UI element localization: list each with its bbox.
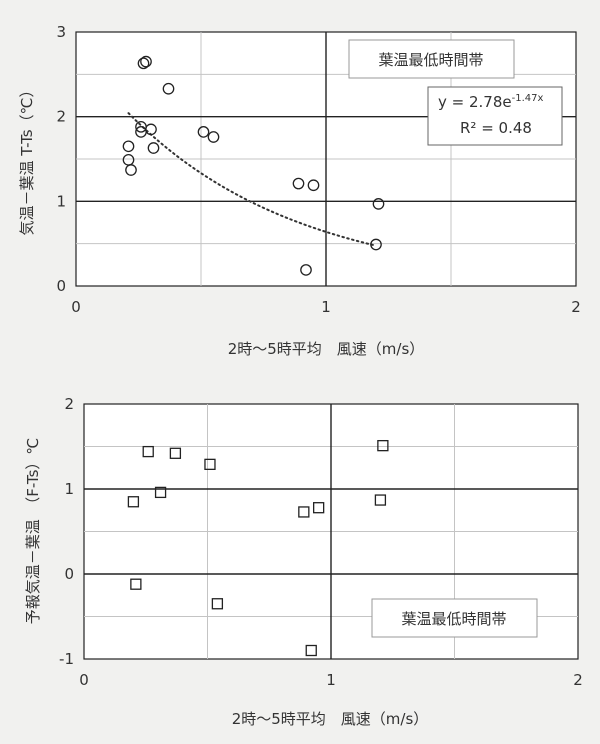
equation-exponent: -1.47x bbox=[512, 93, 544, 104]
y-tick-label: 3 bbox=[56, 23, 66, 41]
data-point bbox=[372, 198, 385, 210]
data-point bbox=[292, 177, 305, 190]
points-top bbox=[122, 55, 385, 276]
data-point bbox=[300, 264, 312, 276]
data-point bbox=[197, 126, 210, 138]
data-point bbox=[211, 598, 224, 610]
chart-bottom-wind-vs-forecast-diff: 2 1 0 -1 0 1 2 葉温最低時間帯 2時～5時平均 風速（m/s） 予報気温－葉… bbox=[24, 395, 583, 728]
trendline-top bbox=[127, 112, 377, 247]
chart-top-wind-vs-temp-diff: 0 1 2 3 0 1 2 葉温最低時間帯 y = 2.78e-1.47x R² = 0.… bbox=[18, 23, 581, 358]
data-point bbox=[154, 486, 167, 499]
data-point bbox=[204, 458, 216, 471]
data-point bbox=[122, 140, 135, 153]
data-point bbox=[298, 506, 310, 518]
r-squared-label: R² = 0.48 bbox=[460, 119, 532, 137]
x-tick-label: 2 bbox=[573, 671, 583, 689]
data-point bbox=[147, 142, 160, 154]
y-tick-label: 2 bbox=[56, 108, 66, 126]
points-bottom bbox=[127, 439, 389, 657]
y-tick-label: 1 bbox=[56, 192, 66, 210]
equation-box bbox=[427, 86, 563, 146]
data-point bbox=[374, 494, 387, 506]
y-tick-label: 0 bbox=[56, 277, 66, 295]
y-axis-title-top: 気温－葉温 T-Ts（℃） bbox=[18, 83, 36, 236]
x-tick-labels-top: 0 1 2 bbox=[71, 298, 581, 316]
x-axis-title-bottom: 2時～5時平均 風速（m/s） bbox=[232, 710, 429, 728]
equation-main: y = 2.78e bbox=[438, 93, 512, 111]
data-point bbox=[377, 439, 389, 452]
data-point bbox=[207, 131, 220, 143]
x-tick-label: 1 bbox=[326, 671, 336, 689]
y-tick-label: 0 bbox=[64, 565, 74, 583]
data-point bbox=[145, 123, 157, 136]
data-point bbox=[142, 445, 154, 458]
data-point bbox=[370, 238, 382, 251]
y-axis-title-bottom: 予報気温－葉温 （F-Ts）℃ bbox=[24, 438, 42, 625]
data-point bbox=[137, 57, 150, 70]
data-point bbox=[169, 447, 182, 459]
data-point bbox=[125, 164, 137, 176]
x-tick-label: 2 bbox=[571, 298, 581, 316]
data-point bbox=[122, 153, 135, 166]
data-point bbox=[140, 55, 152, 68]
trendline-equation: y = 2.78e-1.47x bbox=[438, 93, 543, 111]
annotation-box-top bbox=[348, 39, 515, 79]
annotation-top: 葉温最低時間帯 bbox=[378, 51, 483, 69]
x-tick-labels-bottom: 0 1 2 bbox=[79, 671, 583, 689]
data-point bbox=[307, 179, 320, 192]
annotation-box-bottom bbox=[371, 598, 538, 638]
x-tick-label: 0 bbox=[71, 298, 81, 316]
data-point bbox=[135, 126, 147, 138]
y-tick-labels-bottom: 2 1 0 -1 bbox=[59, 395, 74, 668]
exponential-trendline bbox=[127, 112, 377, 247]
data-point bbox=[162, 82, 175, 95]
x-tick-label: 0 bbox=[79, 671, 89, 689]
x-axis-title-top: 2時～5時平均 風速（m/s） bbox=[228, 340, 425, 358]
y-tick-labels-top: 0 1 2 3 bbox=[56, 23, 66, 295]
data-point bbox=[312, 502, 325, 514]
annotation-bottom: 葉温最低時間帯 bbox=[401, 610, 506, 628]
data-point bbox=[305, 644, 317, 657]
data-point bbox=[130, 578, 142, 590]
y-tick-label: 1 bbox=[64, 480, 74, 498]
y-tick-label: -1 bbox=[59, 650, 74, 668]
y-tick-label: 2 bbox=[64, 395, 74, 413]
data-point bbox=[127, 496, 140, 508]
x-tick-label: 1 bbox=[321, 298, 331, 316]
